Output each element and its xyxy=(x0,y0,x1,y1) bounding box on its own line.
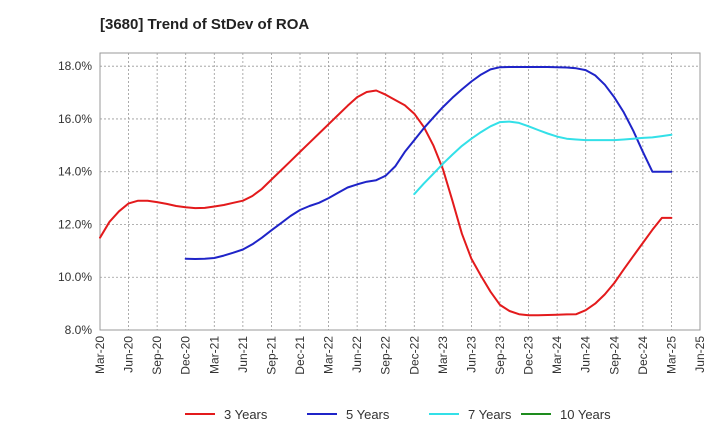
x-tick-label: Dec-22 xyxy=(407,336,421,375)
x-tick-label: Jun-23 xyxy=(464,336,478,373)
plot-area xyxy=(99,52,701,331)
x-tick-label: Dec-21 xyxy=(293,336,307,375)
x-tick-label: Dec-23 xyxy=(522,336,536,375)
legend-label-10-years: 10 Years xyxy=(560,407,611,422)
y-tick-label: 14.0% xyxy=(58,165,92,179)
x-tick-label: Jun-20 xyxy=(122,336,136,373)
legend-label-7-years: 7 Years xyxy=(468,407,512,422)
x-tick-label: Mar-25 xyxy=(664,336,678,374)
x-tick-label: Sep-21 xyxy=(264,336,278,375)
y-tick-label: 18.0% xyxy=(58,59,92,73)
x-tick-label: Dec-20 xyxy=(179,336,193,375)
x-tick-label: Sep-23 xyxy=(493,336,507,375)
x-tick-label: Jun-25 xyxy=(693,336,707,373)
series-line-7-years xyxy=(413,120,673,196)
x-tick-label: Sep-22 xyxy=(379,336,393,375)
series-line-5-years xyxy=(184,66,673,260)
chart-title: [3680] Trend of StDev of ROA xyxy=(100,16,310,33)
x-tick-label: Jun-22 xyxy=(350,336,364,373)
x-tick-label: Jun-21 xyxy=(236,336,250,373)
x-tick-label: Mar-23 xyxy=(436,336,450,374)
x-tick-label: Mar-21 xyxy=(207,336,221,374)
x-tick-label: Dec-24 xyxy=(636,336,650,375)
legend-label-3-years: 3 Years xyxy=(224,407,268,422)
x-tick-label: Mar-24 xyxy=(550,336,564,374)
y-tick-label: 16.0% xyxy=(58,112,92,126)
x-tick-label: Jun-24 xyxy=(579,336,593,373)
series-line-3-years xyxy=(99,89,673,317)
x-tick-label: Mar-20 xyxy=(93,336,107,374)
y-tick-label: 8.0% xyxy=(65,323,93,337)
y-tick-label: 12.0% xyxy=(58,217,92,231)
legend-label-5-years: 5 Years xyxy=(346,407,390,422)
y-tick-label: 10.0% xyxy=(58,270,92,284)
x-tick-label: Sep-24 xyxy=(607,336,621,375)
x-tick-label: Mar-22 xyxy=(322,336,336,374)
x-tick-label: Sep-20 xyxy=(150,336,164,375)
